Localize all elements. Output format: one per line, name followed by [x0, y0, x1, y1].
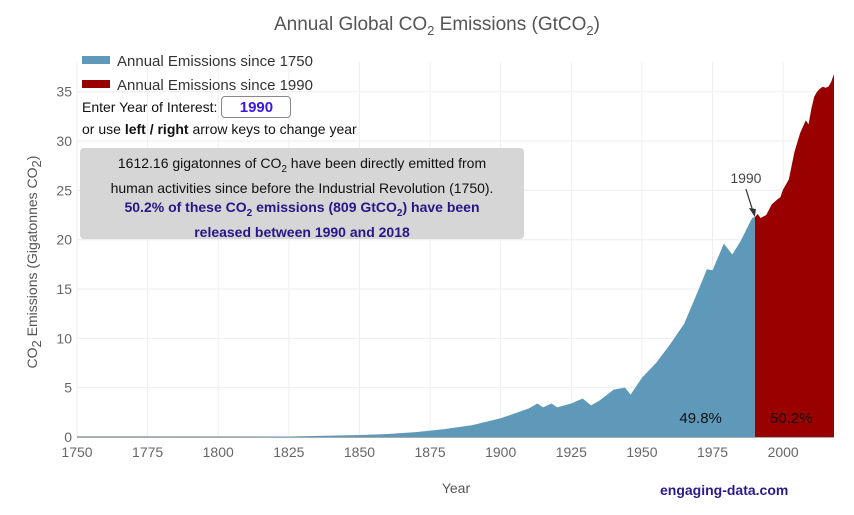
legend-swatch-1990: [82, 80, 110, 88]
marker-arrow: [745, 188, 754, 212]
legend-swatch-1750: [82, 56, 110, 64]
area-series-1750: [77, 217, 755, 437]
x-tick-label: 1800: [203, 444, 234, 460]
y-tick-label: 25: [56, 182, 72, 198]
x-tick-label: 1775: [132, 444, 163, 460]
y-tick-label: 0: [64, 429, 72, 445]
legend-label-1990: Annual Emissions since 1990: [117, 77, 313, 94]
legend: Annual Emissions since 1750 Annual Emiss…: [82, 53, 313, 94]
y-tick-label: 10: [56, 330, 72, 346]
x-axis-label: Year: [442, 480, 471, 496]
chart-title: Annual Global CO2 Emissions (GtCO2): [274, 14, 600, 38]
year-input[interactable]: [221, 96, 292, 118]
brand-link[interactable]: engaging-data.com: [660, 482, 789, 498]
y-tick-label: 20: [56, 232, 72, 248]
info-line-3: 50.2% of these CO2 emissions (809 GtCO2)…: [124, 198, 480, 219]
x-tick-label: 1750: [61, 444, 92, 460]
x-tick-label: 1925: [556, 444, 587, 460]
percent-after-label: 50.2%: [770, 410, 813, 427]
x-tick-label: 1975: [697, 444, 728, 460]
x-tick-label: 1825: [273, 444, 304, 460]
y-tick-label: 15: [56, 281, 72, 297]
legend-label-1750: Annual Emissions since 1750: [117, 53, 313, 70]
area-series-1990: [754, 73, 834, 438]
percent-before-label: 49.8%: [679, 410, 722, 427]
year-controls: Enter Year of Interest: or use left / ri…: [82, 96, 357, 140]
info-box: 1612.16 gigatonnes of CO2 have been dire…: [80, 148, 524, 240]
x-tick-label: 1850: [344, 444, 375, 460]
plot-area: [77, 73, 834, 438]
marker-arrowhead: [748, 208, 756, 218]
x-tick-label: 1875: [415, 444, 446, 460]
x-tick-label: 2000: [768, 444, 799, 460]
y-tick-label: 30: [56, 133, 72, 149]
x-axis-ticks: 1750 1775 1800 1825 1850 1875 1900 1925 1950 1975…: [61, 444, 799, 460]
info-line-2: human activities since before the Indust…: [110, 179, 494, 196]
y-tick-label: 5: [64, 380, 72, 396]
y-axis-ticks: 0 5 10 15 20 25 30 35: [56, 84, 72, 445]
info-line-1: 1612.16 gigatonnes of CO2 have been dire…: [117, 155, 487, 175]
y-tick-label: 35: [56, 84, 72, 100]
x-tick-label: 1900: [485, 444, 516, 460]
y-axis-label: CO2 Emissions (Gigatonnes CO2): [24, 156, 44, 369]
info-line-4: released between 1990 and 2018: [194, 223, 410, 240]
year-prompt: Enter Year of Interest:: [82, 99, 218, 115]
year-marker-annotation: 1990: [730, 170, 762, 218]
marker-year-label: 1990: [730, 170, 761, 186]
x-tick-label: 1950: [626, 444, 657, 460]
arrow-key-hint: or use left / right arrow keys to change…: [82, 121, 357, 137]
